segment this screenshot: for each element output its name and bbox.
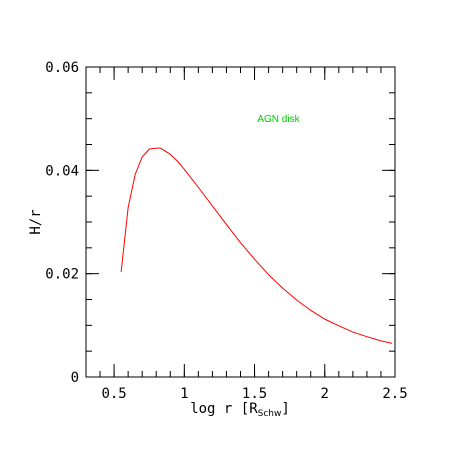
x-tick-labels: 0.5 1 1.5 2 2.5 [101, 386, 407, 402]
x-axis-label-prefix: log r [R [190, 401, 258, 417]
annotation-label: AGN disk [257, 114, 300, 125]
x-axis-label-subscript: Schw [258, 409, 282, 419]
y-tick-labels: 0 0.02 0.04 0.06 [45, 60, 79, 386]
x-tick-label: 2.5 [382, 386, 407, 402]
series-line [120, 147, 393, 344]
x-tick-label: 0.5 [101, 386, 126, 402]
x-tick-label: 2 [321, 386, 329, 402]
x-tick-label: 1.5 [242, 386, 267, 402]
y-tick-label: 0.04 [45, 163, 79, 179]
y-tick-label: 0 [71, 370, 79, 386]
x-axis-label: log r [RSchw] [190, 401, 290, 419]
y-tick-label: 0.06 [45, 60, 79, 76]
y-axis-label: H/r [28, 209, 44, 234]
x-tick-label: 1 [180, 386, 188, 402]
x-axis-label-suffix: ] [281, 401, 289, 417]
major-ticks [86, 66, 396, 378]
y-tick-label: 0.02 [45, 267, 79, 283]
